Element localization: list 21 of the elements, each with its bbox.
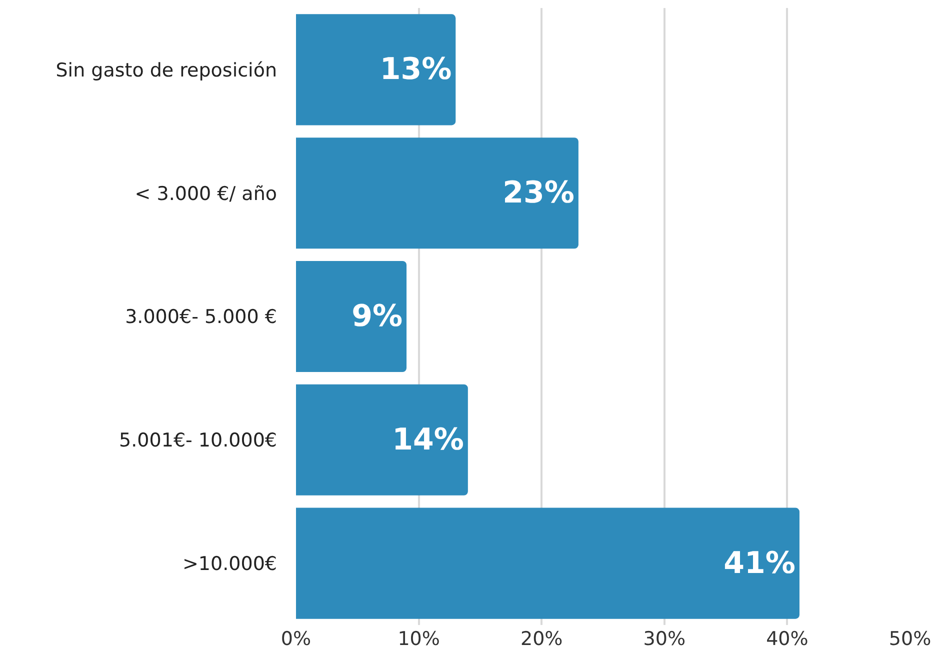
data-label: 41% [724,546,796,581]
data-label: 14% [392,422,464,458]
bar [296,138,578,249]
bar [296,14,456,126]
y-tick-label: 5.001€- 10.000€ [119,430,277,452]
data-label: 13% [380,52,452,88]
x-tick-label: 0% [280,628,312,650]
bar [296,260,407,372]
y-tick-label: Sin gasto de reposición [56,59,277,82]
x-tick-label: 50% [888,628,932,650]
bar [296,508,800,619]
y-tick-label: >10.000€ [182,552,277,575]
y-tick-label: < 3.000 €/ año [134,182,277,205]
x-tick-label: 40% [766,628,808,650]
x-tick-label: 20% [520,628,563,650]
x-tick-label: 10% [398,628,440,650]
data-label: 9% [352,299,403,334]
bar [296,384,468,496]
x-tick-label: 30% [643,628,686,650]
y-tick-label: 3.000€- 5.000 € [125,306,277,328]
data-label: 23% [502,176,574,211]
